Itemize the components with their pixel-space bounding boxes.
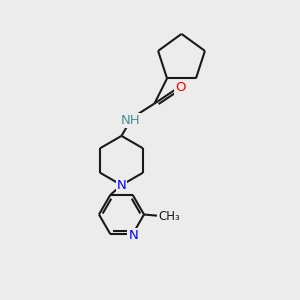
Text: CH₃: CH₃ [158, 209, 180, 223]
Text: NH: NH [121, 114, 140, 127]
Text: N: N [128, 229, 138, 242]
Text: N: N [117, 178, 126, 192]
Text: O: O [176, 81, 186, 94]
